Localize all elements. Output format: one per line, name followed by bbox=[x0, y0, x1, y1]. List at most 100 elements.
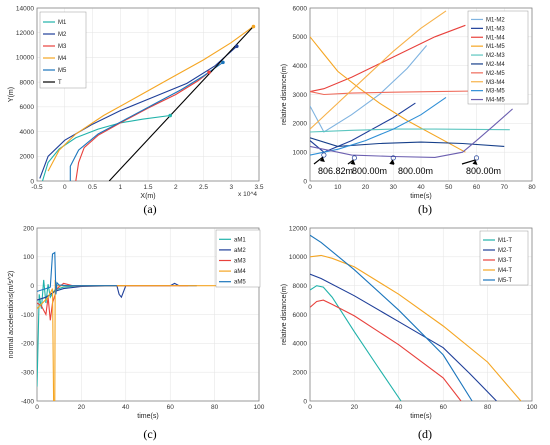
y-tick-label: -100 bbox=[21, 312, 34, 319]
legend-label: M3-M5 bbox=[486, 89, 505, 95]
x-tick-label: 80 bbox=[484, 404, 492, 411]
x-axis-label: time(s) bbox=[410, 193, 431, 200]
plot-border bbox=[36, 7, 260, 182]
series-group bbox=[310, 10, 513, 158]
legend-label: M4-M5 bbox=[486, 98, 505, 104]
x-tick-label: 60 bbox=[440, 404, 448, 411]
annotation-arrowhead bbox=[389, 159, 395, 165]
legend-label: M3-T bbox=[498, 258, 512, 264]
series-line-M5 bbox=[69, 61, 224, 181]
y-axis-label: Y(m) bbox=[8, 87, 15, 102]
x-tick-label: 70 bbox=[501, 184, 509, 191]
series-line-M3-M5 bbox=[310, 96, 447, 156]
min-distance-marker bbox=[473, 155, 480, 161]
plot-border bbox=[309, 7, 533, 182]
y-tick-label: -300 bbox=[21, 369, 34, 376]
y-tick-label: 6000 bbox=[293, 5, 308, 12]
series-line-M2-T bbox=[310, 273, 497, 401]
series-line-M1-T bbox=[310, 285, 402, 401]
x-tick-label: 20 bbox=[362, 184, 370, 191]
y-tick-label: 2000 bbox=[293, 369, 308, 376]
series-group bbox=[39, 24, 256, 181]
series-line-M5-T bbox=[310, 234, 473, 401]
x-tick-label: 50 bbox=[445, 184, 453, 191]
series-line-T bbox=[108, 26, 254, 181]
panel-label: (b) bbox=[418, 202, 432, 216]
x-tick-label: 100 bbox=[254, 404, 265, 411]
y-axis-label: relative distance(m) bbox=[281, 284, 288, 345]
x-tick-label: 3 bbox=[229, 184, 233, 191]
y-axis-label: relative distance(m) bbox=[281, 64, 288, 125]
series-line-aM1 bbox=[37, 279, 126, 387]
x-tick-label: 3.5 bbox=[254, 184, 263, 191]
x-tick-label: 60 bbox=[473, 184, 481, 191]
legend-label: M5-T bbox=[498, 278, 512, 284]
series-line-M2 bbox=[39, 45, 238, 179]
legend-label: M2-M4 bbox=[486, 62, 505, 68]
series-group bbox=[310, 234, 522, 401]
legend-label: M5 bbox=[58, 68, 67, 74]
y-tick-label: 14000 bbox=[16, 5, 34, 12]
series-line-aM5 bbox=[37, 251, 117, 295]
x-tick-label: 0 bbox=[308, 184, 312, 191]
series-line-M3-M4 bbox=[310, 10, 447, 130]
x-tick-label: 0 bbox=[35, 404, 39, 411]
legend-label: aM5 bbox=[234, 280, 246, 286]
series-line-M1-M5 bbox=[310, 36, 466, 153]
x-tick-label: 2.5 bbox=[199, 184, 208, 191]
x-tick-label: 40 bbox=[395, 404, 403, 411]
y-tick-label: 8000 bbox=[20, 79, 35, 86]
series-line-M2-M4 bbox=[310, 137, 505, 147]
y-tick-label: 4000 bbox=[20, 129, 35, 136]
legend-label: M1-M2 bbox=[486, 17, 505, 23]
series-line-M3 bbox=[75, 71, 210, 181]
y-tick-label: 0 bbox=[30, 283, 34, 290]
legend-label: M3-M4 bbox=[486, 80, 505, 86]
y-tick-label: 4000 bbox=[293, 63, 308, 70]
y-tick-label: 0 bbox=[303, 398, 307, 405]
annotation-label: 806.82m bbox=[318, 166, 353, 176]
legend-label: aM1 bbox=[234, 237, 246, 243]
y-tick-label: 0 bbox=[303, 178, 307, 185]
y-tick-label: 10000 bbox=[16, 55, 34, 62]
legend-label: aM4 bbox=[234, 269, 246, 275]
y-tick-label: 1000 bbox=[293, 149, 308, 156]
legend-label: M1 bbox=[58, 20, 67, 26]
annotation-label: 800.00m bbox=[398, 166, 433, 176]
chart-panel-a: -0.5 0 0.5 1 1.5 2 2.5 3 3.502000400060008000100… bbox=[8, 5, 264, 216]
annotation-label: 800.00m bbox=[352, 166, 387, 176]
legend-label: M1-T bbox=[498, 238, 512, 244]
legend-label: M1-M4 bbox=[486, 35, 505, 41]
panel-label: (a) bbox=[143, 202, 156, 216]
legend-label: M3 bbox=[58, 44, 67, 50]
series-line-M4-T bbox=[310, 254, 522, 401]
endpoint-marker-M1 bbox=[168, 113, 172, 118]
min-distance-marker bbox=[321, 152, 327, 158]
y-tick-label: 4000 bbox=[293, 341, 308, 348]
y-tick-label: 2000 bbox=[20, 154, 35, 161]
x-tick-label: 2 bbox=[174, 184, 178, 191]
x-tick-label: 1.5 bbox=[143, 184, 152, 191]
x-axis-label: X(m) bbox=[140, 193, 155, 200]
y-tick-label: 0 bbox=[30, 178, 34, 185]
annotation-arrow bbox=[461, 159, 476, 165]
legend-label: M4-T bbox=[498, 268, 512, 274]
x-axis-label: time(s) bbox=[137, 413, 158, 420]
annotation-arrowhead bbox=[350, 159, 356, 165]
legend-label: M1-M3 bbox=[486, 26, 505, 32]
x-tick-label: 100 bbox=[527, 404, 538, 411]
chart-panel-c: 0 20 40 60 80 100 -400 -300 -200 -100 0 100 200 time(… bbox=[8, 225, 265, 441]
endpoint-marker-M5 bbox=[221, 60, 225, 65]
endpoint-marker-M3 bbox=[207, 70, 211, 75]
annotation-arrow bbox=[347, 159, 354, 165]
series-line-M3-T bbox=[310, 299, 462, 401]
x-tick-label: -0.5 bbox=[31, 184, 43, 191]
y-tick-label: -200 bbox=[21, 341, 34, 348]
plot-border bbox=[309, 227, 533, 402]
annotation-arrowhead bbox=[319, 157, 325, 163]
y-tick-label: 6000 bbox=[20, 104, 35, 111]
y-tick-label: -400 bbox=[21, 398, 34, 405]
x-tick-label: 10 bbox=[334, 184, 342, 191]
min-distance-marker bbox=[390, 155, 396, 161]
series-line-M1-M2 bbox=[310, 45, 428, 133]
